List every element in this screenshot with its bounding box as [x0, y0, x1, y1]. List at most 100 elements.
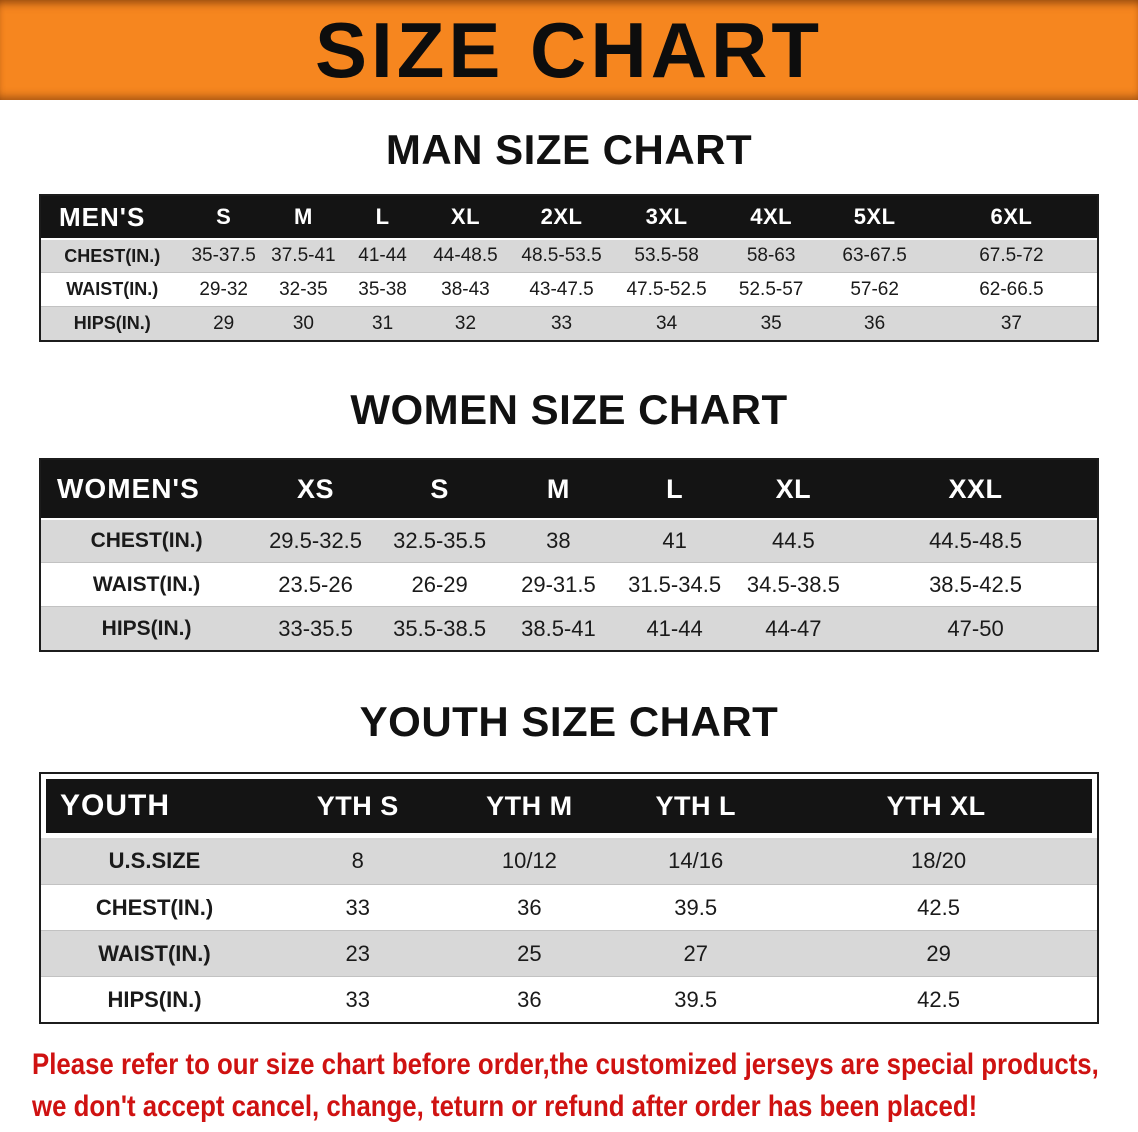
- table-row: HIPS(IN.) 33 36 39.5 42.5: [41, 976, 1097, 1022]
- size-value-cell: 41-44: [616, 606, 733, 650]
- youth-size-section: YOUTH SIZE CHART YOUTH YTH S YTH M YTH L YTH…: [0, 698, 1138, 1024]
- mens-size-table: MEN'S S M L XL 2XL 3XL 4XL 5XL 6XL CHEST(IN.) 35-37…: [39, 194, 1099, 342]
- size-value-cell: 44.5-48.5: [854, 518, 1097, 562]
- size-header-cell: 6XL: [925, 196, 1097, 238]
- size-header-cell: YTH L: [611, 774, 781, 838]
- size-value-cell: 23.5-26: [252, 562, 379, 606]
- size-value-cell: 63-67.5: [823, 238, 926, 272]
- size-header-cell: XS: [252, 460, 379, 518]
- table-header-row: MEN'S S M L XL 2XL 3XL 4XL 5XL 6XL: [41, 196, 1097, 238]
- size-value-cell: 29: [780, 930, 1097, 976]
- size-value-cell: 62-66.5: [925, 272, 1097, 306]
- size-value-cell: 35-38: [342, 272, 423, 306]
- size-header-cell: XXL: [854, 460, 1097, 518]
- table-body: CHEST(IN.) 35-37.5 37.5-41 41-44 44-48.5 48.5…: [41, 238, 1097, 340]
- size-value-cell: 36: [823, 306, 926, 340]
- size-value-cell: 39.5: [611, 976, 781, 1022]
- size-value-cell: 38: [500, 518, 617, 562]
- size-value-cell: 33: [508, 306, 615, 340]
- table-row: U.S.SIZE 8 10/12 14/16 18/20: [41, 838, 1097, 884]
- size-header-cell: M: [500, 460, 617, 518]
- size-value-cell: 43-47.5: [508, 272, 615, 306]
- table-row: CHEST(IN.) 35-37.5 37.5-41 41-44 44-48.5 48.5…: [41, 238, 1097, 272]
- size-value-cell: 38-43: [422, 272, 509, 306]
- table-body: CHEST(IN.) 29.5-32.5 32.5-35.5 38 41 44.5 44.5…: [41, 518, 1097, 650]
- size-value-cell: 41-44: [342, 238, 423, 272]
- size-header-cell: YTH S: [268, 774, 448, 838]
- size-value-cell: 52.5-57: [718, 272, 824, 306]
- size-value-cell: 23: [268, 930, 448, 976]
- table-head: MEN'S S M L XL 2XL 3XL 4XL 5XL 6XL: [41, 196, 1097, 238]
- size-value-cell: 47-50: [854, 606, 1097, 650]
- size-value-cell: 34: [614, 306, 719, 340]
- disclaimer: Please refer to our size chart before or…: [32, 1048, 1107, 1124]
- size-value-cell: 35: [718, 306, 824, 340]
- size-value-cell: 37.5-41: [263, 238, 343, 272]
- size-value-cell: 37: [925, 306, 1097, 340]
- size-value-cell: 35.5-38.5: [378, 606, 501, 650]
- women-size-table: WOMEN'S XS S M L XL XXL CHEST(IN.) 29.5-32.5 32.5…: [39, 458, 1099, 652]
- size-value-cell: 8: [351, 848, 364, 873]
- size-value-cell: 53.5-58: [614, 238, 719, 272]
- size-header-cell: L: [342, 196, 423, 238]
- row-label-cell: HIPS(IN.): [41, 976, 269, 1022]
- table-row: CHEST(IN.) 29.5-32.5 32.5-35.5 38 41 44.5 44.5…: [41, 518, 1097, 562]
- row-label-cell: HIPS(IN.): [41, 606, 253, 650]
- disclaimer-line-2: we don't accept cancel, change, teturn o…: [31, 1090, 977, 1123]
- size-value-cell: 36: [447, 976, 612, 1022]
- size-value-cell: 33: [268, 976, 448, 1022]
- size-value-cell: 32-35: [263, 272, 343, 306]
- size-header-cell: S: [378, 460, 501, 518]
- size-value-cell: 41: [616, 518, 733, 562]
- table-body: U.S.SIZE 8 10/12 14/16 18/20 CHEST(IN.) 33 36 39…: [41, 838, 1097, 1022]
- size-value-cell: 44-47: [732, 606, 855, 650]
- size-value-cell: 10/12: [501, 848, 557, 873]
- size-value-cell: 57-62: [823, 272, 926, 306]
- size-value-cell: 26-29: [378, 562, 501, 606]
- size-header-cell: 4XL: [718, 196, 824, 238]
- size-header-cell: 2XL: [508, 196, 615, 238]
- table-row: HIPS(IN.) 29 30 31 32 33 34 35 36 37: [41, 306, 1097, 340]
- size-value-cell: 33: [268, 884, 448, 930]
- table-title-cell: WOMEN'S: [41, 460, 253, 518]
- size-value-cell: 38.5-42.5: [854, 562, 1097, 606]
- row-label-cell: U.S.SIZE: [108, 848, 201, 873]
- size-value-cell: 67.5-72: [925, 238, 1097, 272]
- size-value-cell: 34.5-38.5: [732, 562, 855, 606]
- size-value-cell: 18/20: [911, 848, 967, 873]
- table-row: HIPS(IN.) 33-35.5 35.5-38.5 38.5-41 41-44 44-…: [41, 606, 1097, 650]
- size-chart-banner: SIZE CHART: [0, 0, 1138, 100]
- table-header-row: YOUTH YTH S YTH M YTH L YTH XL: [41, 774, 1097, 838]
- size-value-cell: 36: [447, 884, 612, 930]
- size-value-cell: 42.5: [780, 976, 1097, 1022]
- size-value-cell: 30: [263, 306, 343, 340]
- man-size-section: MAN SIZE CHART MEN'S S M L XL 2XL 3XL 4XL 5XL 6XL…: [0, 126, 1138, 342]
- table-row: WAIST(IN.) 23.5-26 26-29 29-31.5 31.5-34.5 34…: [41, 562, 1097, 606]
- size-value-cell: 14/16: [668, 848, 724, 873]
- disclaimer-line-1: Please refer to our size chart before or…: [31, 1048, 1099, 1081]
- women-size-section: WOMEN SIZE CHART WOMEN'S XS S M L XL XXL CHEST(…: [0, 386, 1138, 652]
- row-label-cell: WAIST(IN.): [41, 272, 184, 306]
- table-row: WAIST(IN.) 23 25 27 29: [41, 930, 1097, 976]
- size-header-cell: YTH XL: [780, 774, 1097, 838]
- row-label-cell: CHEST(IN.): [41, 518, 253, 562]
- size-value-cell: 44-48.5: [422, 238, 509, 272]
- size-value-cell: 32.5-35.5: [378, 518, 501, 562]
- man-size-chart-heading: MAN SIZE CHART: [385, 126, 753, 173]
- size-value-cell: 27: [611, 930, 781, 976]
- size-header-cell: L: [616, 460, 733, 518]
- size-header-cell: S: [183, 196, 264, 238]
- size-header-cell: XL: [422, 196, 509, 238]
- table-header-row: WOMEN'S XS S M L XL XXL: [41, 460, 1097, 518]
- size-value-cell: 29: [183, 306, 264, 340]
- page-title: SIZE CHART: [315, 5, 823, 94]
- size-value-cell: 44.5: [732, 518, 855, 562]
- size-value-cell: 42.5: [780, 884, 1097, 930]
- table-head: YOUTH YTH S YTH M YTH L YTH XL: [41, 774, 1097, 838]
- size-value-cell: 38.5-41: [500, 606, 617, 650]
- row-label-cell: CHEST(IN.): [41, 238, 184, 272]
- table-title-cell: YOUTH: [41, 774, 269, 838]
- women-size-chart-heading: WOMEN SIZE CHART: [350, 386, 788, 433]
- row-label-cell: CHEST(IN.): [41, 884, 269, 930]
- row-label-cell: WAIST(IN.): [41, 930, 269, 976]
